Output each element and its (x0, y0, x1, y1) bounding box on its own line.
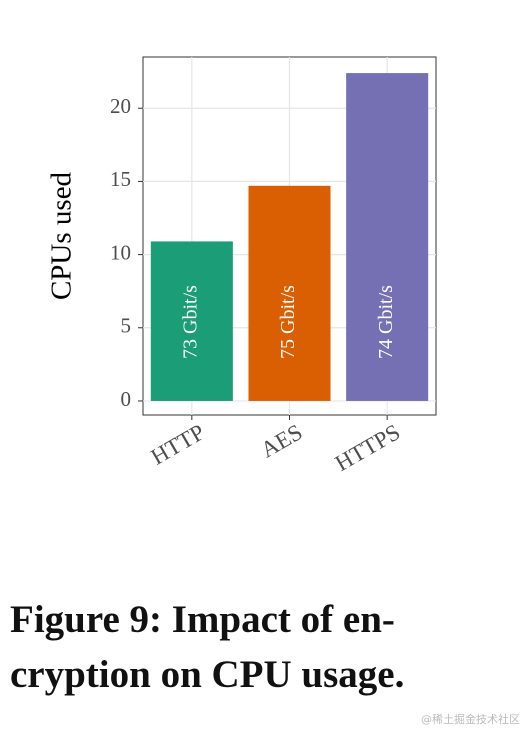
x-tick-label: HTTP (147, 419, 209, 469)
y-tick-label: 20 (110, 94, 131, 118)
bar-label: 74 Gbit/s (375, 285, 397, 359)
bar-label: 75 Gbit/s (277, 285, 299, 359)
bar-label: 73 Gbit/s (179, 285, 201, 359)
caption-line: cryption on CPU usage. (10, 653, 404, 696)
y-tick-label: 5 (121, 314, 132, 338)
bar (346, 73, 429, 401)
bar (150, 241, 233, 401)
y-tick-label: 10 (110, 240, 131, 264)
watermark: @稀土掘金技术社区 (421, 712, 520, 726)
bar (248, 185, 331, 401)
y-tick-label: 0 (121, 387, 132, 411)
y-axis-label: CPUs used (46, 171, 78, 300)
y-tick-label: 15 (110, 167, 131, 191)
caption-line: Figure 9: Impact of en- (10, 598, 395, 641)
x-tick-label: HTTPS (331, 419, 404, 476)
x-tick-label: AES (257, 419, 307, 462)
